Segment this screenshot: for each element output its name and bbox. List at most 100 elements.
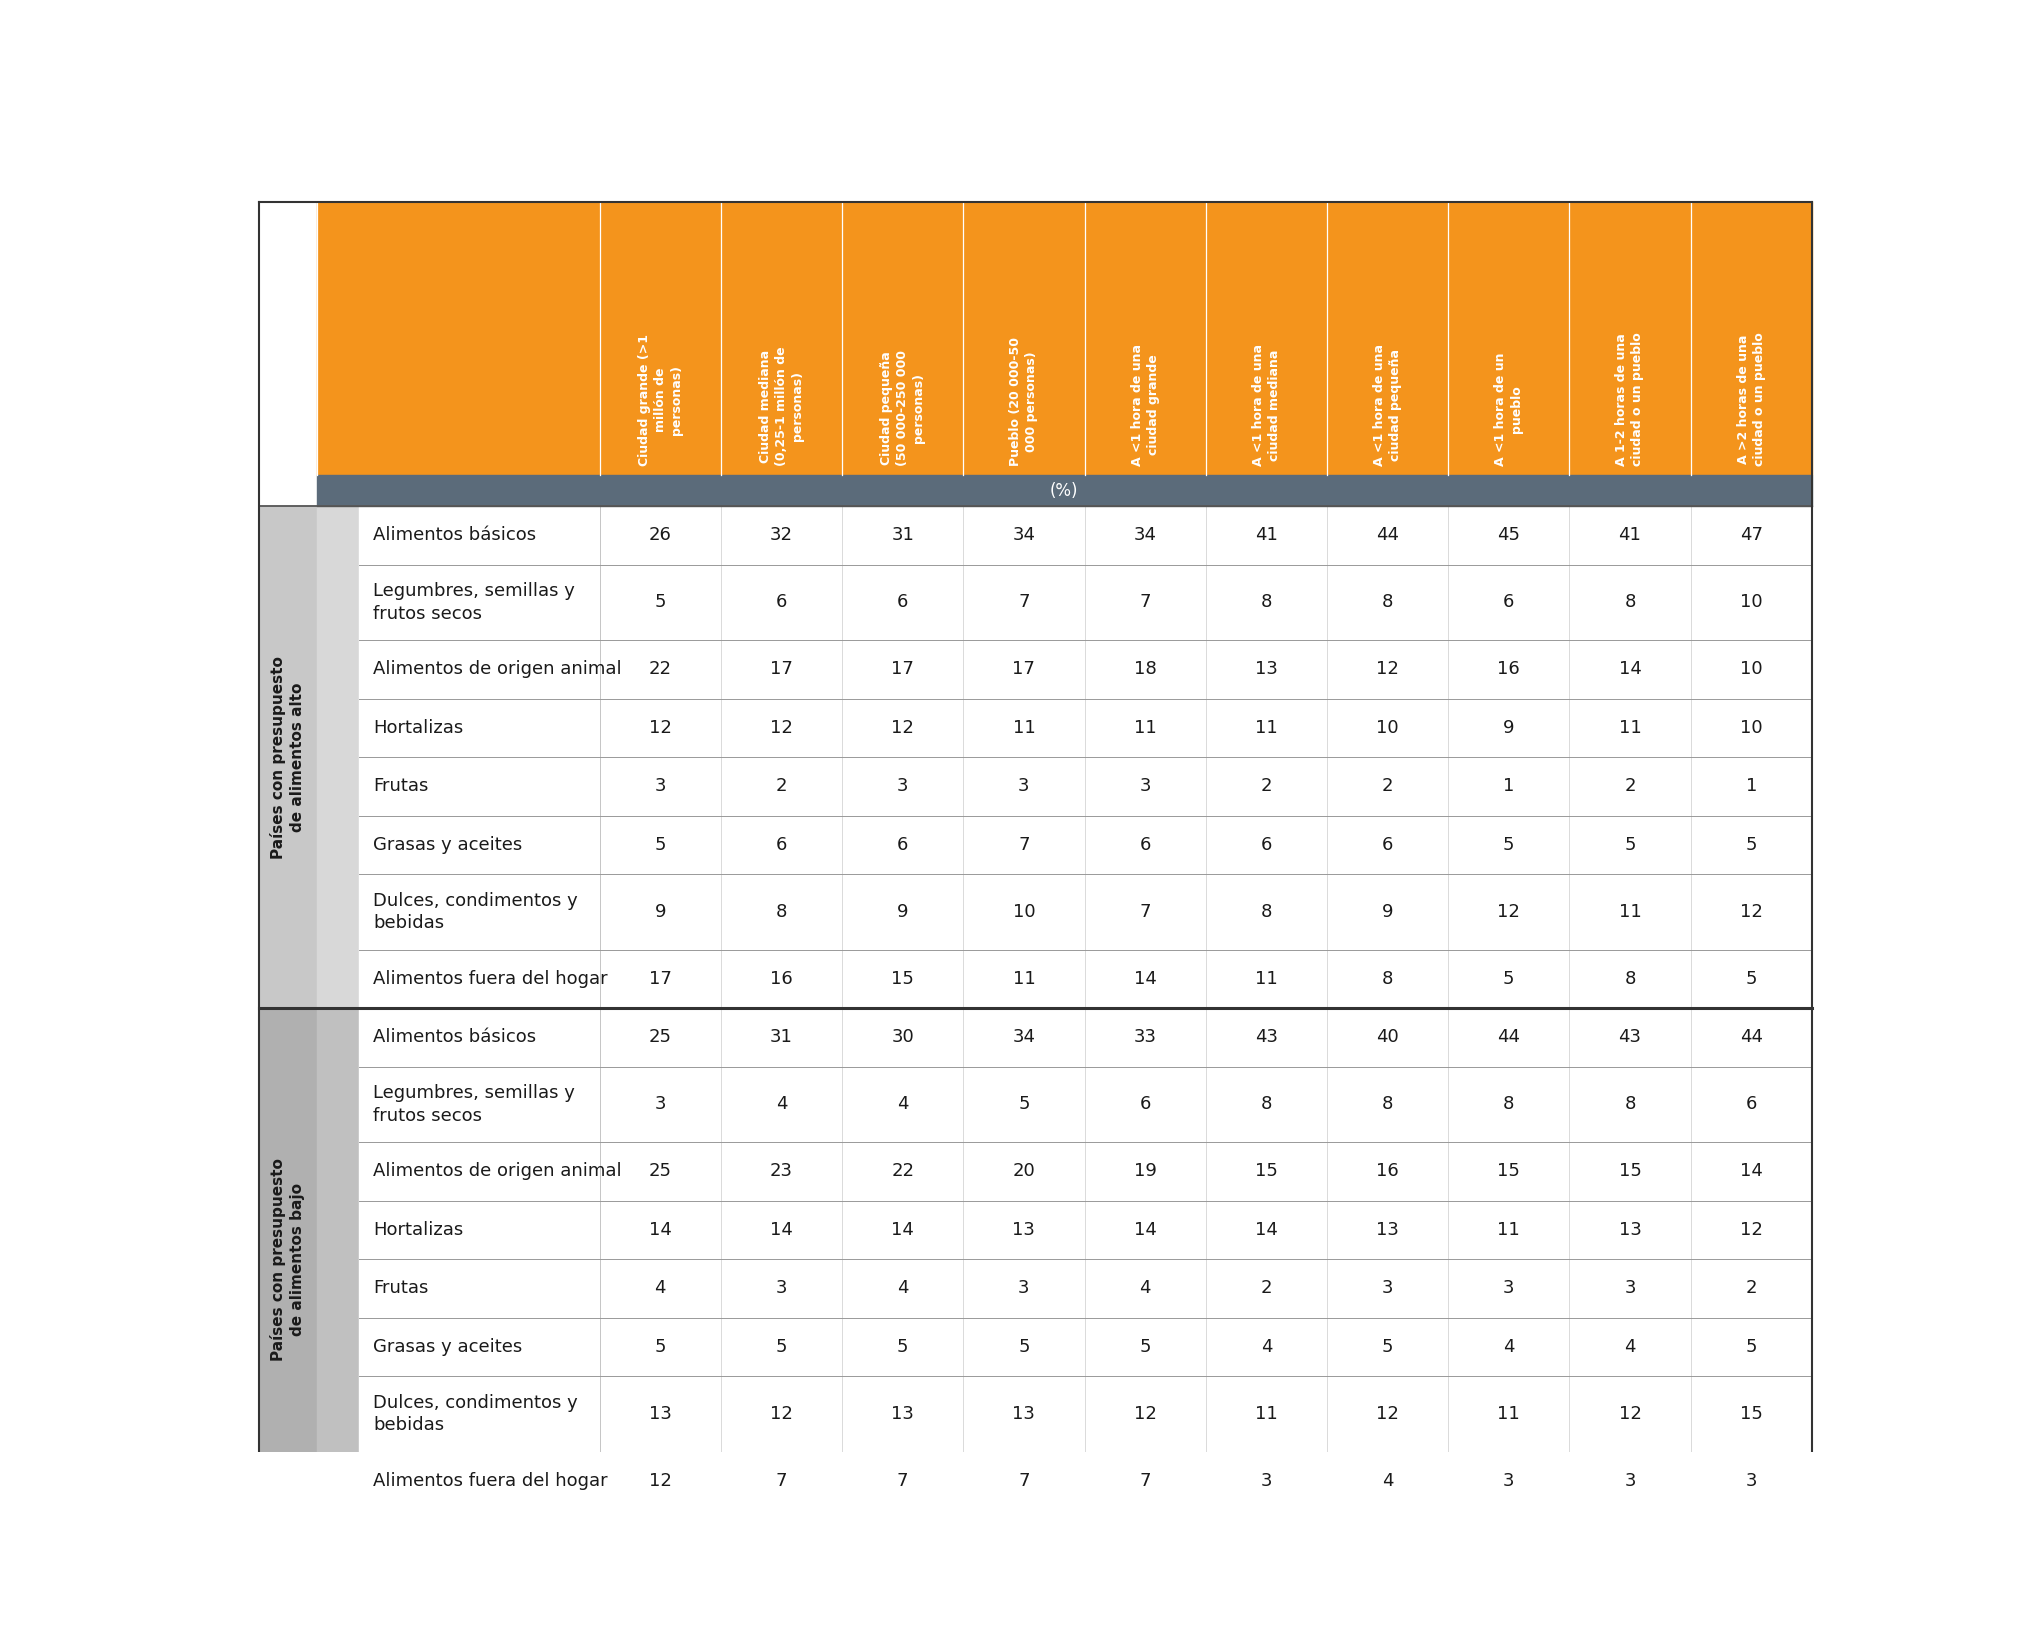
Text: 8: 8 [1624,1095,1636,1113]
Text: 47: 47 [1739,527,1763,545]
Bar [317,475,1812,506]
Bar [360,640,1812,698]
Bar [259,1009,317,1510]
Text: 6: 6 [897,836,909,854]
Text: Alimentos básicos: Alimentos básicos [374,527,537,545]
Text: 12: 12 [891,720,915,738]
Text: A <1 hora de una
ciudad mediana: A <1 hora de una ciudad mediana [1252,344,1281,467]
Text: 12: 12 [770,720,794,738]
Text: 25: 25 [648,1028,673,1046]
Text: 40: 40 [1376,1028,1400,1046]
Text: 8: 8 [1260,1095,1273,1113]
Text: 5: 5 [1018,1338,1030,1356]
Text: 10: 10 [1739,720,1763,738]
Text: 17: 17 [891,661,915,679]
Text: 2: 2 [776,777,788,795]
Text: 8: 8 [1260,594,1273,612]
Text: 12: 12 [648,720,673,738]
Text: 14: 14 [1618,661,1642,679]
Text: 4: 4 [1382,1472,1394,1490]
Text: 15: 15 [1618,1162,1642,1180]
Text: 14: 14 [1254,1221,1279,1239]
Text: Pueblo (20 000-50
000 personas): Pueblo (20 000-50 000 personas) [1010,338,1038,467]
Text: 16: 16 [1376,1162,1400,1180]
Text: 11: 11 [1497,1221,1521,1239]
Text: 44: 44 [1739,1028,1763,1046]
Text: Alimentos de origen animal: Alimentos de origen animal [374,661,622,679]
Text: 5: 5 [776,1338,788,1356]
Bar [360,1009,1812,1067]
Text: 4: 4 [1624,1338,1636,1356]
Text: 12: 12 [1376,1405,1400,1423]
Text: 31: 31 [770,1028,794,1046]
Text: 8: 8 [1382,1095,1394,1113]
Text: 5: 5 [1503,836,1515,854]
Text: 17: 17 [1012,661,1036,679]
Text: 8: 8 [1382,594,1394,612]
Text: 13: 13 [648,1405,673,1423]
Text: 12: 12 [1739,1221,1763,1239]
Text: 5: 5 [1745,836,1757,854]
Text: 1: 1 [1745,777,1757,795]
Text: 13: 13 [1618,1221,1642,1239]
Text: Países con presupuesto
de alimentos bajo: Países con presupuesto de alimentos bajo [271,1157,305,1361]
Text: 3: 3 [897,777,909,795]
Text: Alimentos básicos: Alimentos básicos [374,1028,537,1046]
Text: 3: 3 [776,1279,788,1297]
Text: 9: 9 [654,902,667,920]
Text: 41: 41 [1618,527,1642,545]
Text: 10: 10 [1376,720,1400,738]
Bar [360,1201,1812,1260]
Text: 44: 44 [1497,1028,1521,1046]
Text: 7: 7 [776,1472,788,1490]
Text: 11: 11 [1618,902,1642,920]
Text: 5: 5 [1745,1338,1757,1356]
Text: Países con presupuesto
de alimentos alto: Países con presupuesto de alimentos alto [271,656,305,858]
Text: 7: 7 [1139,1472,1151,1490]
Text: 3: 3 [1503,1279,1515,1297]
Text: 11: 11 [1254,969,1279,987]
Text: 12: 12 [1133,1405,1157,1423]
Text: 7: 7 [897,1472,909,1490]
Text: Alimentos fuera del hogar: Alimentos fuera del hogar [374,1472,608,1490]
Text: Hortalizas: Hortalizas [374,1221,465,1239]
Text: A <1 hora de una
ciudad pequeña: A <1 hora de una ciudad pequeña [1374,344,1402,467]
Text: 14: 14 [770,1221,794,1239]
Text: 34: 34 [1012,527,1036,545]
Text: 4: 4 [897,1095,909,1113]
Text: 14: 14 [1133,1221,1157,1239]
Text: 10: 10 [1739,594,1763,612]
Text: 14: 14 [1133,969,1157,987]
Bar [360,1452,1812,1510]
Text: 15: 15 [891,969,915,987]
Text: 6: 6 [897,594,909,612]
Text: 13: 13 [1254,661,1279,679]
Text: Frutas: Frutas [374,777,428,795]
Text: (%): (%) [1050,481,1079,499]
Text: 22: 22 [648,661,673,679]
Text: Frutas: Frutas [374,1279,428,1297]
Text: 3: 3 [1139,777,1151,795]
Bar [360,506,1812,565]
Text: 13: 13 [1376,1221,1400,1239]
Text: 6: 6 [776,594,788,612]
Text: 4: 4 [654,1279,667,1297]
Text: 3: 3 [654,1095,667,1113]
Text: 9: 9 [1503,720,1515,738]
Text: Grasas y aceites: Grasas y aceites [374,836,523,854]
Bar [360,1317,1812,1376]
Text: 11: 11 [1497,1405,1521,1423]
Text: 43: 43 [1618,1028,1642,1046]
Text: 3: 3 [1260,1472,1273,1490]
Text: 12: 12 [1739,902,1763,920]
Text: 16: 16 [1497,661,1521,679]
Text: 7: 7 [1018,1472,1030,1490]
Text: 3: 3 [1624,1279,1636,1297]
Text: 5: 5 [1382,1338,1394,1356]
Text: 4: 4 [1503,1338,1515,1356]
Bar [360,1376,1812,1452]
Text: 34: 34 [1133,527,1157,545]
Text: 41: 41 [1254,527,1279,545]
Text: 22: 22 [891,1162,915,1180]
Text: 6: 6 [1745,1095,1757,1113]
